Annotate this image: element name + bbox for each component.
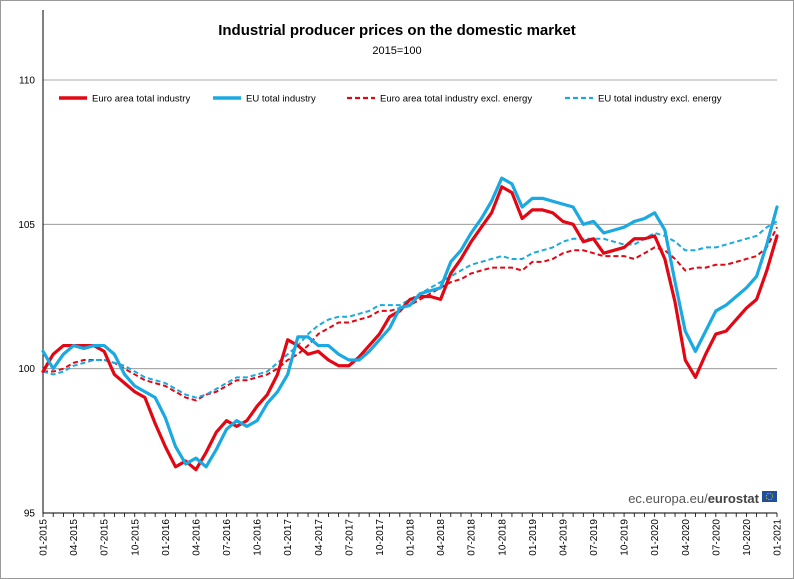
legend-label: EU total industry excl. energy [598, 94, 722, 105]
source-domain: ec.europa.eu/ [628, 491, 708, 506]
x-tick-label: 01-2019 [528, 519, 539, 556]
chart-subtitle: 2015=100 [372, 45, 421, 57]
x-tick-label: 07-2017 [344, 519, 355, 556]
x-tick-label: 07-2020 [711, 519, 722, 556]
x-tick-label: 07-2016 [222, 519, 233, 556]
x-tick-label: 10-2018 [497, 519, 508, 556]
x-tick-label: 04-2018 [436, 519, 447, 556]
x-tick-label: 07-2018 [467, 519, 478, 556]
eurostat-source: ec.europa.eu/eurostat [628, 491, 777, 506]
eu-flag-icon [762, 491, 777, 502]
y-tick-label: 105 [18, 220, 35, 231]
x-tick-label: 07-2019 [589, 519, 600, 556]
x-tick-label: 10-2016 [253, 519, 264, 556]
x-tick-labels: 01-2015 04-2015 07-2015 10-2015 01-2016 04-20… [39, 519, 784, 556]
axes [42, 10, 778, 517]
x-tick-label: 04-2015 [69, 519, 80, 556]
x-tick-label: 10-2015 [130, 519, 141, 556]
x-tick-label: 04-2017 [314, 519, 325, 556]
x-tick-label: 01-2017 [283, 519, 294, 556]
series-lines [41, 176, 779, 472]
x-tick-label: 01-2018 [406, 519, 417, 556]
source-brand: eurostat [708, 491, 760, 506]
x-tick-label: 01-2021 [773, 519, 784, 556]
x-tick-label: 10-2019 [620, 519, 631, 556]
chart-title: Industrial producer prices on the domest… [218, 22, 576, 39]
y-tick-label: 95 [24, 509, 36, 520]
source-text: ec.europa.eu/eurostat [628, 491, 759, 506]
legend-label: EU total industry [246, 94, 316, 105]
x-tick-label: 01-2020 [650, 519, 661, 556]
series-line-1 [41, 185, 779, 472]
x-tick-label: 01-2015 [39, 519, 50, 556]
gridlines [43, 79, 777, 370]
y-tick-labels: 95 100 105 110 [18, 76, 35, 520]
x-tick-label: 07-2015 [100, 519, 111, 556]
legend: Euro area total industry EU total industr… [59, 94, 722, 105]
x-tick-label: 01-2016 [161, 519, 172, 556]
x-tick-label: 04-2020 [681, 519, 692, 556]
legend-label: Euro area total industry excl. energy [380, 94, 532, 105]
x-tick-label: 04-2019 [558, 519, 569, 556]
y-tick-label: 100 [18, 364, 35, 375]
x-tick-label: 10-2020 [742, 519, 753, 556]
y-tick-label: 110 [19, 76, 35, 87]
legend-label: Euro area total industry [92, 94, 190, 105]
x-tick-label: 04-2016 [191, 519, 202, 556]
x-tick-label: 10-2017 [375, 519, 386, 556]
series-line-3 [43, 226, 778, 402]
series-line-4 [42, 220, 778, 399]
series-line-2 [41, 176, 779, 469]
